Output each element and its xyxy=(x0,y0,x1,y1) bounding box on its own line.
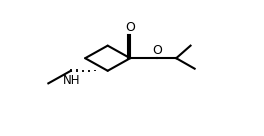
Text: O: O xyxy=(152,44,162,57)
Text: NH: NH xyxy=(63,74,81,87)
Text: O: O xyxy=(125,21,135,34)
